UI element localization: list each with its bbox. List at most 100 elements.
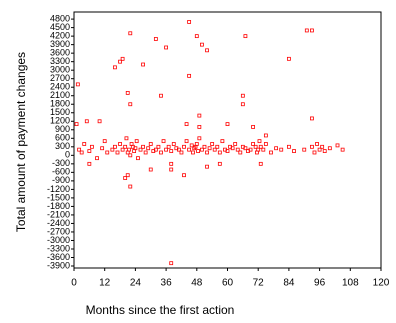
point xyxy=(205,150,209,155)
x-tick-label: 24 xyxy=(130,278,142,289)
x-tick-label: 48 xyxy=(191,278,203,289)
point xyxy=(148,167,153,172)
point xyxy=(79,150,84,155)
point xyxy=(184,122,189,127)
point xyxy=(100,146,105,151)
point xyxy=(200,147,204,152)
y-tick-label: -2100 xyxy=(47,209,70,219)
point xyxy=(164,45,169,50)
point xyxy=(87,149,92,153)
point xyxy=(205,164,209,169)
y-tick-label: 900 xyxy=(55,124,70,134)
point xyxy=(230,146,235,151)
point xyxy=(243,34,248,39)
y-tick-label: -300 xyxy=(52,158,70,168)
point xyxy=(128,184,133,189)
point xyxy=(161,139,166,144)
y-axis-label: Total amount of payment changes xyxy=(14,52,28,232)
point xyxy=(176,147,181,152)
point xyxy=(182,144,186,149)
x-tick-label: 0 xyxy=(71,278,77,289)
point xyxy=(217,161,222,166)
point xyxy=(105,150,110,155)
point xyxy=(84,119,89,124)
point xyxy=(263,142,268,146)
x-tick-label: 108 xyxy=(342,278,359,289)
point xyxy=(286,56,291,61)
y-tick-label: 2400 xyxy=(50,82,70,92)
point xyxy=(302,147,307,152)
point xyxy=(200,42,204,47)
point xyxy=(340,147,345,152)
point xyxy=(194,34,199,39)
y-tick-label: -600 xyxy=(52,167,70,177)
point xyxy=(202,144,207,149)
point xyxy=(205,48,209,53)
y-tick-label: -2700 xyxy=(47,226,70,236)
y-tick-label: 4500 xyxy=(50,22,70,32)
point xyxy=(169,167,174,172)
point xyxy=(217,150,222,155)
point xyxy=(240,102,245,107)
point xyxy=(310,116,314,121)
point xyxy=(243,146,248,151)
y-tick-label: -1500 xyxy=(47,192,70,202)
point xyxy=(238,150,243,155)
point xyxy=(317,147,322,152)
point xyxy=(75,82,80,87)
point xyxy=(113,65,117,70)
point xyxy=(113,144,117,149)
point xyxy=(146,146,151,151)
point xyxy=(156,144,161,149)
point xyxy=(153,37,158,41)
y-tick-label: 4800 xyxy=(50,13,70,23)
y-tick-label: 1200 xyxy=(50,116,70,126)
point xyxy=(196,149,200,153)
y-tick-label: 0 xyxy=(65,150,70,160)
point xyxy=(128,153,133,158)
point xyxy=(207,146,212,151)
y-tick-label: 2100 xyxy=(50,90,70,100)
point xyxy=(187,73,192,78)
y-tick-label: 2700 xyxy=(50,73,70,83)
point xyxy=(274,146,279,151)
x-tick-label: 60 xyxy=(222,278,234,289)
point xyxy=(153,147,158,152)
point xyxy=(182,173,186,178)
point xyxy=(127,147,131,152)
point xyxy=(197,125,202,129)
point xyxy=(233,142,238,146)
y-tick-label: 3900 xyxy=(50,39,70,49)
point xyxy=(257,139,262,144)
point xyxy=(258,161,263,166)
point xyxy=(171,142,176,146)
point xyxy=(251,142,255,146)
point xyxy=(169,149,174,153)
point xyxy=(322,149,327,153)
x-tick-label: 96 xyxy=(314,278,326,289)
point xyxy=(128,31,133,36)
point xyxy=(258,144,263,149)
point xyxy=(263,133,268,138)
point xyxy=(120,56,125,61)
point xyxy=(128,102,133,107)
point xyxy=(197,136,202,141)
y-tick-label: -3900 xyxy=(47,260,70,270)
point xyxy=(102,139,107,144)
point xyxy=(253,144,258,149)
point xyxy=(95,156,99,161)
point xyxy=(304,28,309,33)
point xyxy=(159,150,163,155)
point xyxy=(240,93,245,98)
point xyxy=(220,139,225,144)
point xyxy=(187,147,192,152)
point xyxy=(315,142,319,146)
y-tick-label: 600 xyxy=(55,133,70,143)
point xyxy=(194,142,199,146)
point xyxy=(256,147,261,152)
point xyxy=(251,125,255,129)
point xyxy=(335,143,340,148)
y-tick-label: -3300 xyxy=(47,243,70,253)
